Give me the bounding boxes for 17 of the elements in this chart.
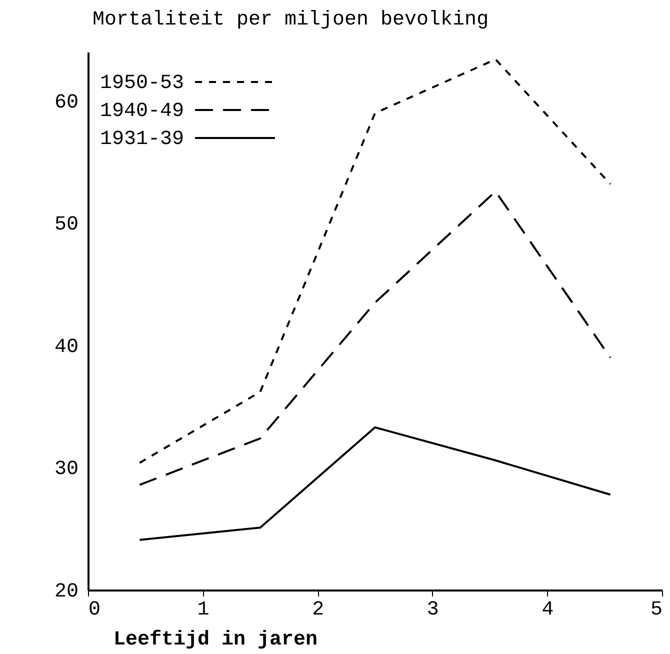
x-axis-title: Leeftijd in jaren [114,628,318,652]
y-tick-label: 40 [54,336,78,359]
x-tick-label: 4 [542,598,554,622]
y-tick-label: 60 [54,91,78,114]
x-tick-label: 3 [426,598,439,622]
y-tick-label: 50 [54,214,78,237]
x-tick-label: 2 [312,598,324,622]
x-tick-label: 0 [88,598,101,622]
y-axis-title: Mortaliteit per miljoen bevolking [92,8,489,32]
legend-label: 1940-49 [100,100,184,123]
legend-label: 1950-53 [100,72,184,95]
y-tick-label: 20 [54,580,78,604]
x-tick-label: 1 [197,598,210,622]
x-tick-label: 5 [650,598,662,622]
legend-label: 1931-39 [100,128,184,151]
line-series [138,426,612,541]
y-tick-label: 30 [54,458,78,482]
